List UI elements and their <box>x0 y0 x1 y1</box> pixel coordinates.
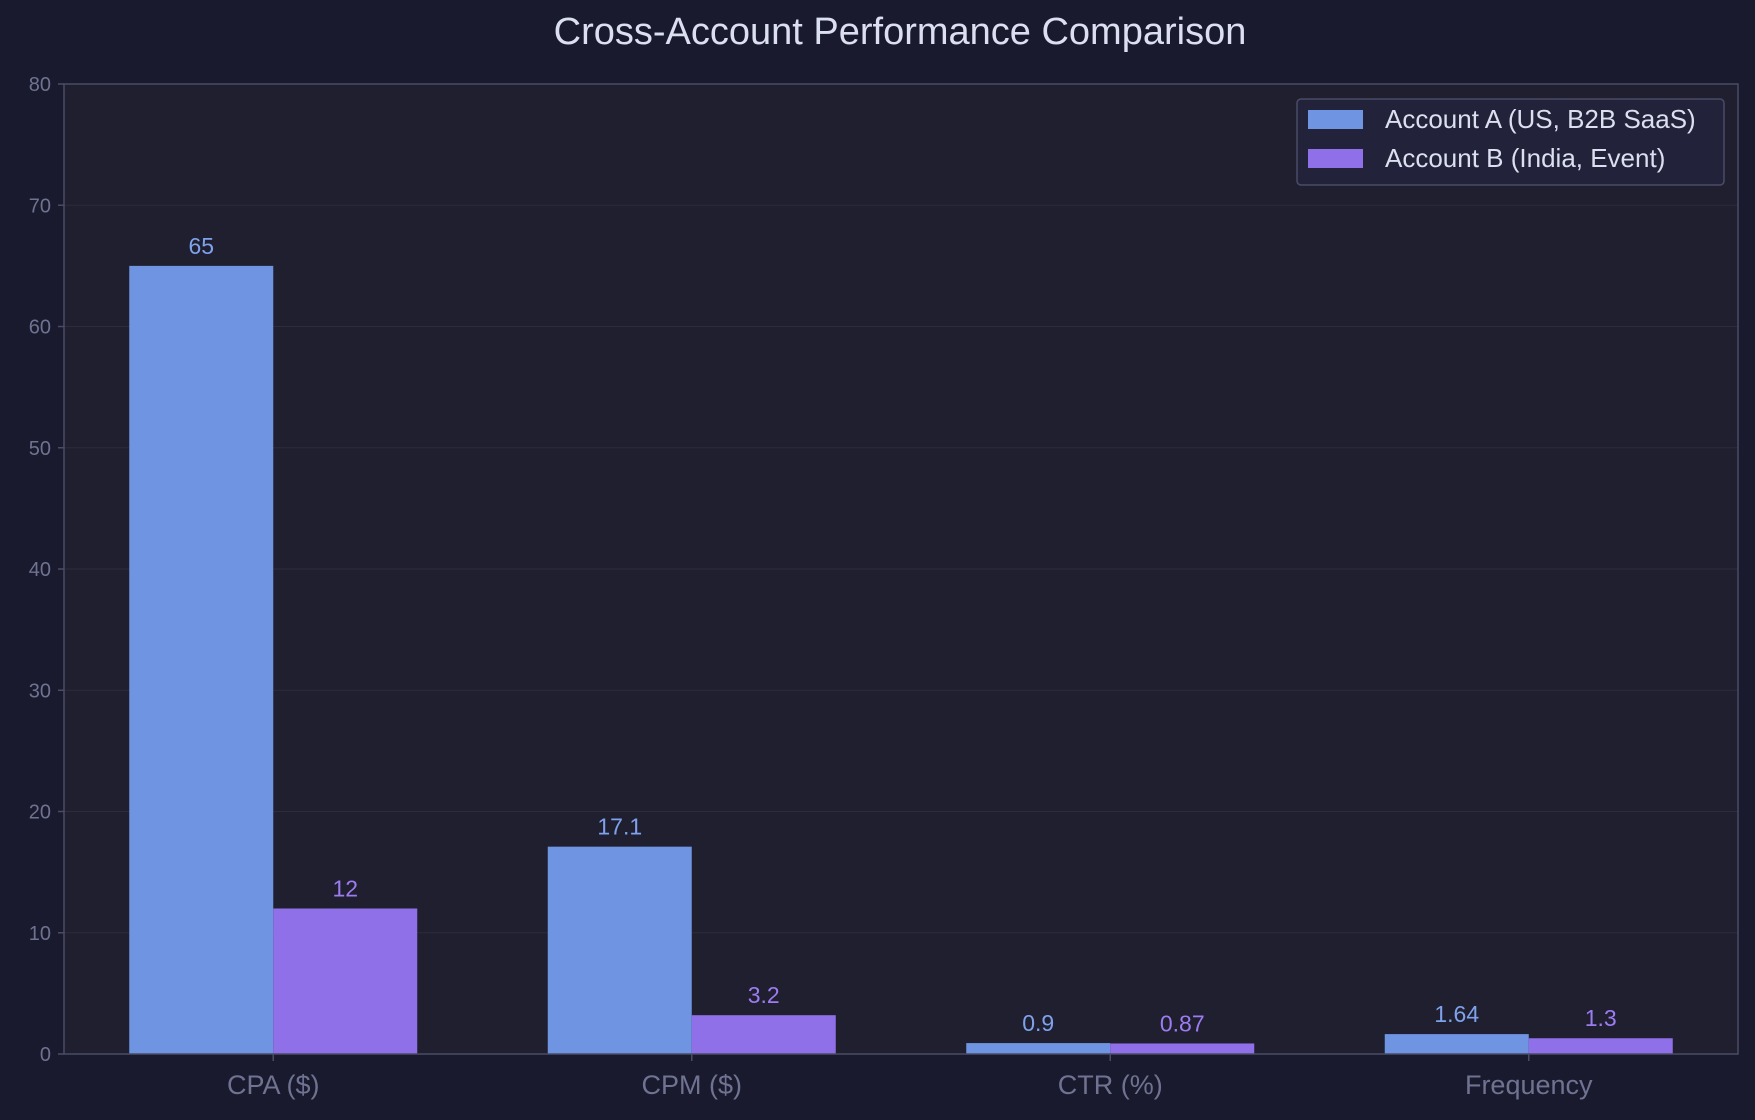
y-tick-label: 0 <box>40 1044 51 1066</box>
y-tick-label: 80 <box>29 74 51 96</box>
x-tick-label: CTR (%) <box>1058 1070 1163 1100</box>
legend: Account A (US, B2B SaaS) Account B (India… <box>1296 98 1725 186</box>
data-label: 1.3 <box>1585 1005 1617 1031</box>
bar-account-b-3 <box>1528 1038 1673 1054</box>
bar-account-b-0 <box>273 908 418 1054</box>
legend-box <box>1296 98 1725 186</box>
axes: 0 10 20 30 40 50 60 70 80 CPA ($) CPM ($) CTR (%) Fr… <box>29 74 1739 1100</box>
y-tick-label: 40 <box>29 559 51 581</box>
data-label: 12 <box>332 876 358 902</box>
bar-account-b-1 <box>691 1015 836 1054</box>
bars: 65 12 17.1 3.2 0.9 0.87 1.64 1.3 <box>129 233 1673 1054</box>
bar-account-a-0 <box>129 265 274 1054</box>
bar-account-b-2 <box>1110 1043 1255 1054</box>
data-label: 65 <box>188 233 214 259</box>
y-tick-label: 50 <box>29 438 51 460</box>
bar-account-a-2 <box>966 1043 1111 1054</box>
y-tick-label: 30 <box>29 680 51 702</box>
data-label: 17.1 <box>597 814 642 840</box>
data-label: 0.9 <box>1022 1010 1054 1036</box>
data-label: 3.2 <box>748 982 780 1008</box>
y-tick-label: 20 <box>29 802 51 824</box>
x-tick-label: CPA ($) <box>227 1070 320 1100</box>
plot-frame <box>63 83 1739 1055</box>
x-tick-label: Frequency <box>1465 1070 1593 1100</box>
chart-title: Cross-Account Performance Comparison <box>554 11 1247 53</box>
legend-swatch <box>1308 149 1363 168</box>
legend-label: Account B (India, Event) <box>1385 143 1665 173</box>
x-tick-label: CPM ($) <box>642 1070 743 1100</box>
legend-label: Account A (US, B2B SaaS) <box>1385 104 1696 134</box>
data-label: 1.64 <box>1434 1001 1479 1027</box>
y-tick-label: 10 <box>29 923 51 945</box>
legend-swatch <box>1308 110 1363 129</box>
bar-account-a-3 <box>1384 1034 1529 1054</box>
bar-account-a-1 <box>547 846 692 1054</box>
data-label: 0.87 <box>1160 1010 1205 1036</box>
y-tick-label: 70 <box>29 195 51 217</box>
y-tick-label: 60 <box>29 317 51 339</box>
